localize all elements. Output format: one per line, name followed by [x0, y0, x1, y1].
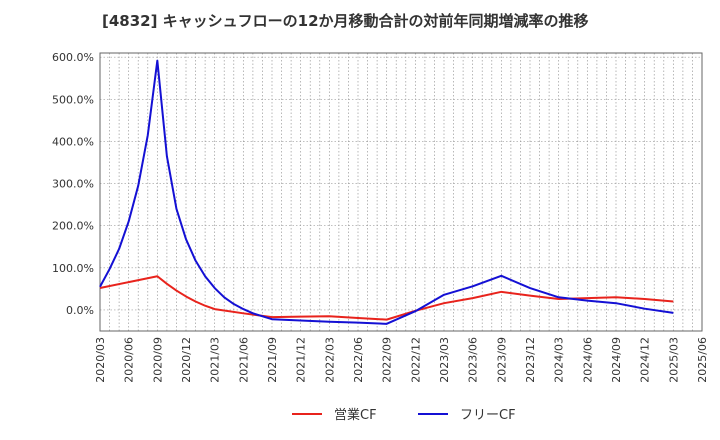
x-tick-label: 2020/03 — [94, 337, 107, 383]
x-tick-label: 2023/09 — [495, 337, 508, 383]
x-tick-label: 2022/09 — [381, 337, 394, 383]
x-tick-label: 2024/09 — [610, 337, 623, 383]
x-tick-label: 2020/12 — [180, 337, 193, 383]
plot-frame — [99, 52, 703, 332]
x-tick-label: 2021/09 — [266, 337, 279, 383]
x-tick-label: 2021/06 — [237, 337, 250, 383]
y-tick-label: 600.0% — [52, 51, 94, 64]
x-tick-label: 2024/03 — [553, 337, 566, 383]
x-tick-label: 2022/06 — [352, 337, 365, 383]
y-tick-label: 200.0% — [52, 220, 94, 233]
x-tick-label: 2023/12 — [524, 337, 537, 383]
x-tick-label: 2024/06 — [581, 337, 594, 383]
x-tick-label: 2020/06 — [123, 337, 136, 383]
x-tick-label: 2021/03 — [209, 337, 222, 383]
series-layer — [99, 59, 674, 325]
y-tick-label: 500.0% — [52, 93, 94, 106]
x-tick-label: 2022/03 — [323, 337, 336, 383]
y-tick-label: 300.0% — [52, 178, 94, 191]
x-tick-label: 2025/03 — [667, 337, 680, 383]
y-tick-label: 400.0% — [52, 135, 94, 148]
x-tick-label: 2023/03 — [438, 337, 451, 383]
y-tick-label: 0.0% — [66, 304, 94, 317]
x-tick-label: 2025/06 — [696, 337, 709, 383]
x-tick-label: 2024/12 — [639, 337, 652, 383]
series-line-フリーCF — [99, 59, 674, 325]
x-tick-label: 2023/06 — [467, 337, 480, 383]
series-line-営業CF — [99, 275, 674, 321]
chart-title: [4832] キャッシュフローの12か月移動合計の対前年同期増減率の推移 — [102, 12, 589, 30]
x-tick-label: 2021/12 — [295, 337, 308, 383]
axis-layer: 0.0% 100.0% 200.0% 300.0% 400.0% 500.0% 600.0%… — [52, 51, 709, 382]
x-tick-label: 2022/12 — [409, 337, 422, 383]
legend: 営業CF フリーCF — [292, 407, 516, 423]
y-tick-label: 100.0% — [52, 262, 94, 275]
grid-layer — [99, 53, 703, 331]
legend-label: 営業CF — [334, 407, 377, 423]
legend-label: フリーCF — [460, 408, 516, 423]
x-tick-label: 2020/09 — [151, 337, 164, 383]
